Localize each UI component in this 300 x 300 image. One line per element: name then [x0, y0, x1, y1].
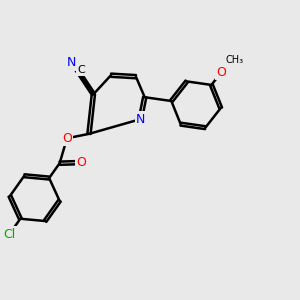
Text: C: C [77, 65, 85, 75]
Text: Cl: Cl [3, 228, 15, 241]
Text: O: O [62, 132, 72, 145]
Text: CH₃: CH₃ [225, 55, 243, 64]
Text: O: O [217, 66, 226, 79]
Text: N: N [136, 113, 146, 126]
Text: N: N [67, 56, 76, 69]
Text: O: O [77, 156, 87, 169]
